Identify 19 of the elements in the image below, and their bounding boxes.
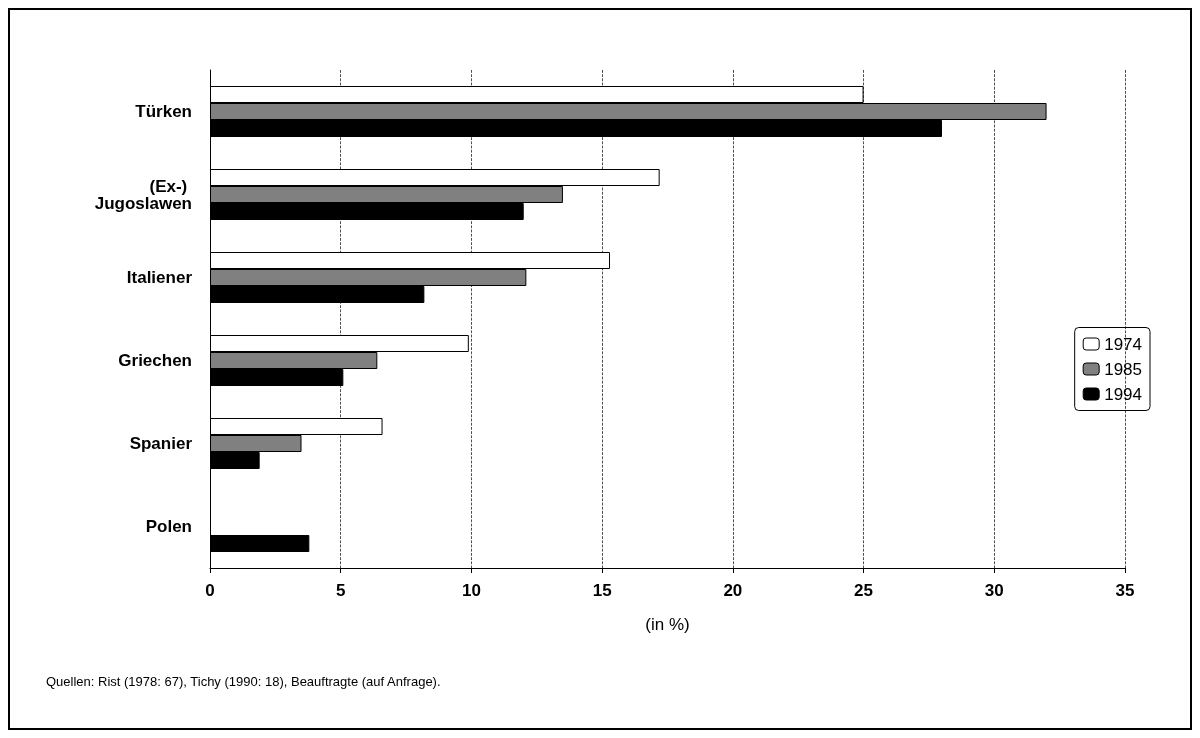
x-tick-label: 25 <box>854 581 874 600</box>
y-tick-label: Spanier <box>129 434 193 453</box>
x-tick-label: 5 <box>335 581 346 600</box>
legend-label: 1974 <box>1104 334 1143 354</box>
y-tick-label: (Ex-) Jugoslawen <box>94 176 192 213</box>
legend-label: 1994 <box>1104 384 1143 404</box>
x-tick-label: 20 <box>723 581 743 600</box>
y-tick-label: Italiener <box>126 268 193 287</box>
x-tick-label: 35 <box>1115 581 1135 600</box>
x-tick-label: 15 <box>592 581 612 600</box>
y-tick-label: Polen <box>145 517 192 536</box>
y-tick-label: Griechen <box>118 351 192 370</box>
source-note: Quellen: Rist (1978: 67), Tichy (1990: 18), Beauftragte (auf Anfrage). <box>46 674 441 689</box>
x-axis-title: (in %) <box>645 615 690 634</box>
x-tick-label: 0 <box>205 581 215 600</box>
x-tick-label: 10 <box>461 581 481 600</box>
legend-label: 1985 <box>1104 359 1143 379</box>
y-tick-label: Türken <box>135 102 192 121</box>
x-tick-label: 30 <box>984 581 1004 600</box>
